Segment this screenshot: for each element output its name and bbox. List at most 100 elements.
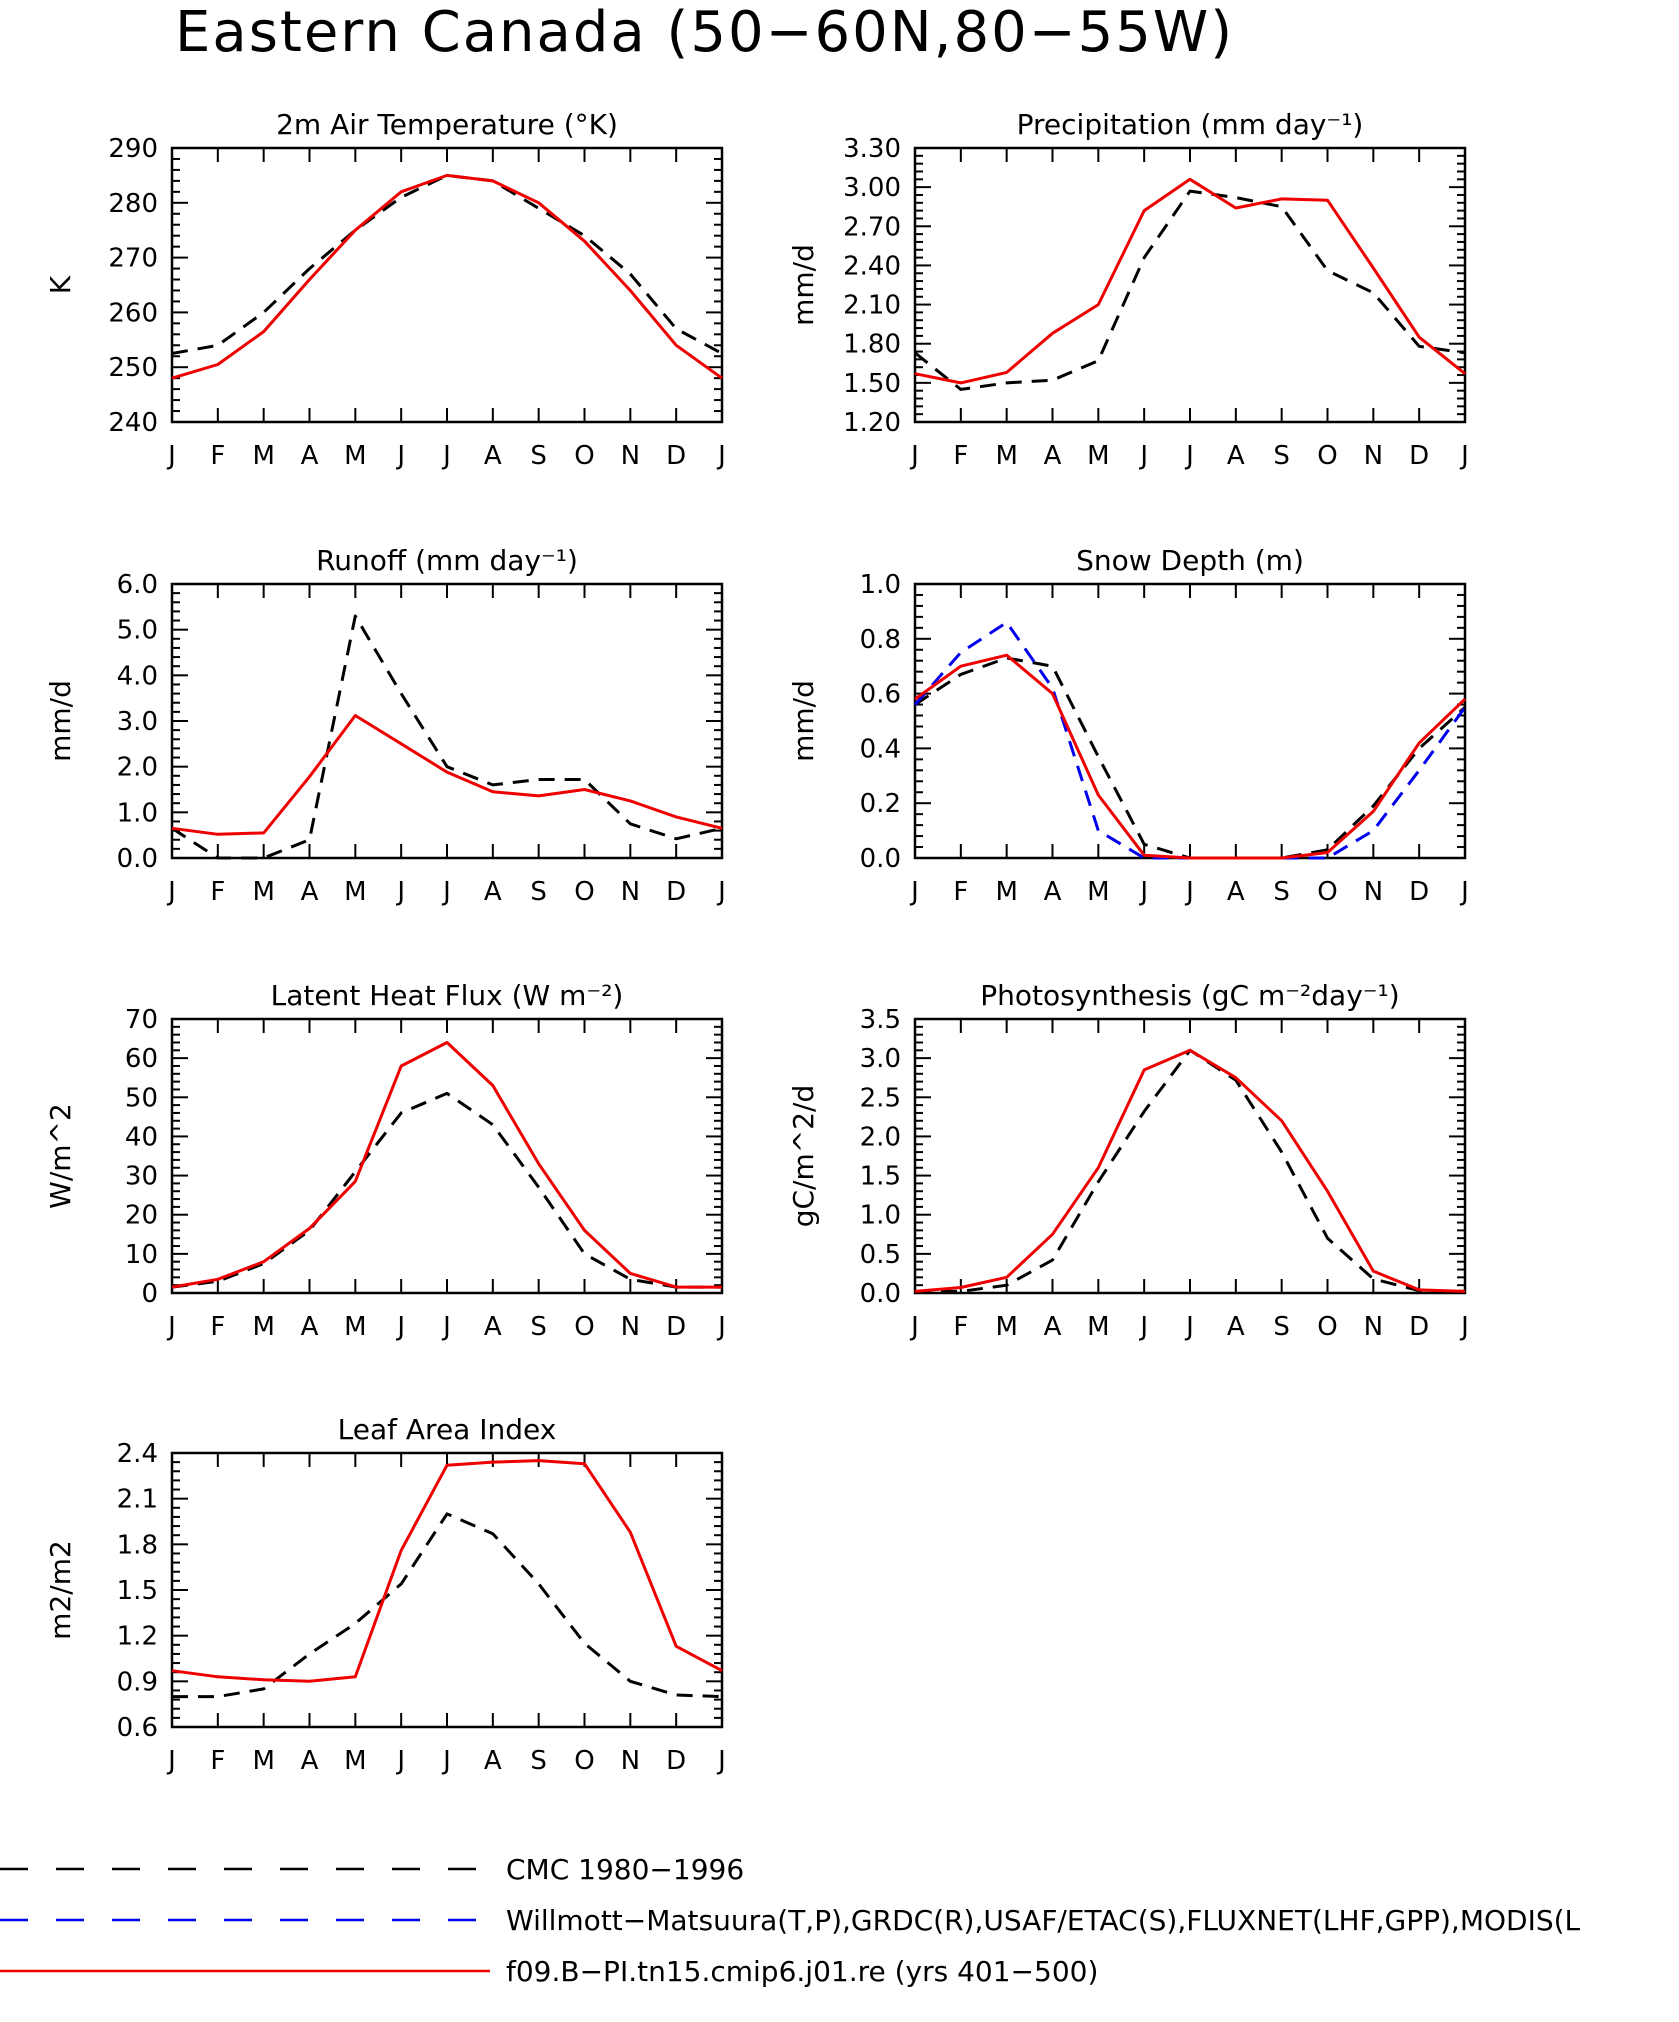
series-line-2 [171,1459,723,1683]
y-tick-label: 10 [125,1240,158,1270]
legend-label-2: Willmott−Matsuura(T,P),GRDC(R),USAF/ETAC… [506,1904,1581,1937]
x-tick-label: D [666,1746,686,1776]
plot-frame [913,146,1467,424]
y-axis-label: m2/m2 [44,1540,77,1640]
x-tick-label: J [1184,1312,1194,1342]
x-tick-label: J [909,877,919,907]
legend-label-1: CMC 1980−1996 [506,1853,744,1886]
y-tick-label: 3.30 [843,134,901,164]
x-tick-label: S [1273,1312,1290,1342]
series-line-1 [915,1048,1466,1293]
y-tick-label: 3.0 [117,707,158,737]
x-tick-label: N [1364,1312,1383,1342]
x-tick-label: J [716,1312,726,1342]
x-tick-label: D [1409,441,1429,471]
y-axis-label: mm/d [787,244,820,326]
y-tick-label: 2.0 [117,753,158,783]
y-tick-label: 0.6 [117,1713,158,1743]
y-tick-label: 1.5 [117,1576,158,1606]
series-line-2 [171,1041,722,1289]
y-tick-label: 40 [125,1122,158,1152]
y-tick-label: 20 [125,1201,158,1231]
x-tick-label: J [1184,877,1194,907]
x-tick-label: M [995,877,1017,907]
x-tick-label: J [395,877,405,907]
x-tick-label: F [210,877,225,907]
x-tick-label: D [666,441,686,471]
y-tick-label: 280 [108,189,158,219]
chart-title: Precipitation (mm day⁻¹) [1017,108,1364,141]
x-tick-label: J [395,1312,405,1342]
series-line-1 [914,656,1467,860]
chart-panel-2: 1.201.501.802.102.402.703.003.30J F M A M J J A… [787,108,1469,471]
y-tick-label: 260 [108,298,158,328]
series-line-1 [171,1091,722,1289]
x-tick-label: J [1459,1312,1469,1342]
x-tick-label: N [621,441,640,471]
y-tick-label: 0.6 [860,680,901,710]
plot-frame [170,1451,724,1729]
y-tick-label: 1.5 [860,1162,901,1192]
x-tick-label: A [1227,877,1245,907]
plot-frame [170,1017,724,1295]
y-tick-label: 0.4 [860,734,901,764]
x-tick-label: O [1317,877,1337,907]
legend-label-3: f09.B−PI.tn15.cmip6.j01.re (yrs 401−500) [506,1955,1098,1988]
x-tick-label: N [1364,441,1383,471]
x-tick-label: A [1044,1312,1062,1342]
x-tick-label: M [995,1312,1017,1342]
x-tick-label: D [666,877,686,907]
y-tick-label: 1.20 [843,408,901,438]
x-tick-label: J [395,441,405,471]
y-tick-label: 0.0 [860,1279,901,1309]
x-tick-label: J [1184,441,1194,471]
x-tick-label: F [210,1746,225,1776]
series-line-2 [171,173,723,380]
x-tick-label: F [210,1312,225,1342]
x-tick-label: J [441,1746,451,1776]
x-tick-label: J [1138,877,1148,907]
y-tick-label: 270 [108,244,158,274]
y-tick-label: 0.8 [860,625,901,655]
x-tick-label: A [301,877,319,907]
x-tick-label: M [252,877,274,907]
x-tick-label: J [441,441,451,471]
x-tick-label: A [484,1312,502,1342]
y-tick-label: 5.0 [117,616,158,646]
x-tick-label: J [1138,441,1148,471]
y-axis-label: gC/m^2/d [787,1085,820,1228]
x-tick-label: J [166,877,176,907]
y-tick-label: 2.40 [843,251,901,281]
x-tick-label: O [574,1746,594,1776]
x-tick-label: J [441,1312,451,1342]
y-tick-label: 0 [141,1279,158,1309]
y-tick-label: 1.0 [860,570,901,600]
x-tick-label: J [1459,877,1469,907]
y-tick-label: 240 [108,408,158,438]
x-tick-label: F [953,1312,968,1342]
x-tick-label: A [484,1746,502,1776]
y-tick-label: 0.0 [860,844,901,874]
x-tick-label: A [1227,441,1245,471]
chart-title: Photosynthesis (gC m⁻²day⁻¹) [980,979,1399,1012]
x-tick-label: F [953,441,968,471]
y-axis-label: W/m^2 [44,1103,77,1209]
x-tick-label: F [210,441,225,471]
x-tick-label: S [1273,441,1290,471]
figure-title: Eastern Canada (50−60N,80−55W) [175,0,1235,65]
y-tick-label: 2.10 [843,291,901,321]
chart-panel-3: 0.01.02.03.04.05.06.0J F M A M J J A S O N D JRunoff… [44,544,726,907]
series-line-2 [171,714,723,836]
plot-frame [170,582,724,860]
series-line-1 [171,614,723,860]
y-tick-label: 2.0 [860,1122,901,1152]
series-line-1 [171,173,723,355]
x-tick-label: O [574,441,594,471]
x-tick-label: O [574,1312,594,1342]
y-tick-label: 30 [125,1162,158,1192]
x-tick-label: D [1409,877,1429,907]
y-tick-label: 6.0 [117,570,158,600]
